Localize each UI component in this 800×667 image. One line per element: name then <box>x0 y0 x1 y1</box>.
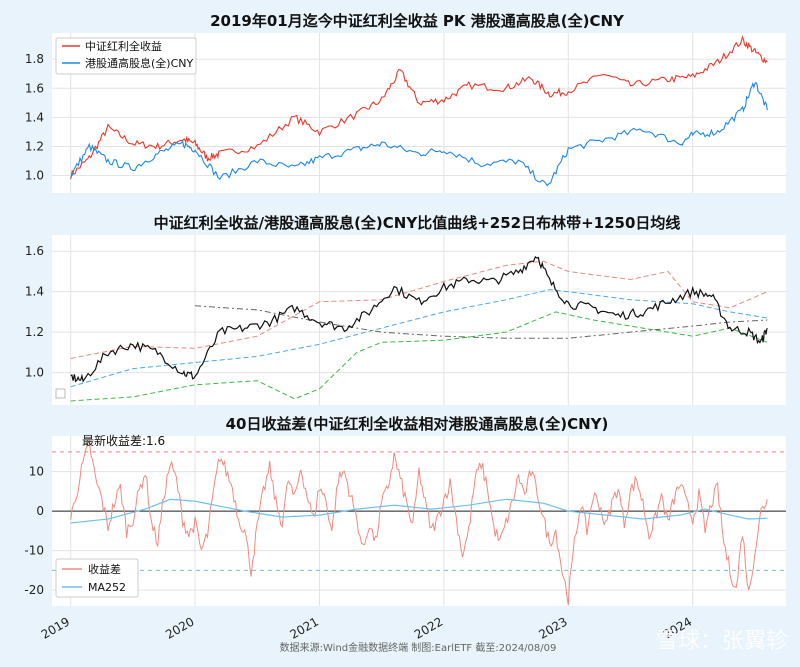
y-tick-label: 1.6 <box>25 244 44 258</box>
ma252-line <box>70 498 768 524</box>
legend-series-1-label: 中证红利全收益 <box>85 39 162 53</box>
panel2-legend-box <box>55 388 66 399</box>
panel3-y-ticks: -20 -10 0 10 <box>24 465 44 598</box>
panel1-series <box>70 35 768 187</box>
panel3-plot-area <box>52 436 786 606</box>
y-tick-label: -10 <box>24 544 44 558</box>
panel1-legend-box <box>55 37 197 75</box>
panel2-grid <box>52 235 786 405</box>
bollinger-upper-line <box>70 260 768 359</box>
latest-diff-annotation: 最新收益差:1.6 <box>82 433 165 448</box>
blue-series-line <box>70 81 768 187</box>
y-tick-label: -20 <box>24 583 44 597</box>
ratio-line <box>70 256 768 383</box>
ma1250-line <box>195 305 768 339</box>
panel1-grid <box>52 33 786 193</box>
panel2-plot-area <box>52 235 786 405</box>
y-tick-label: 0 <box>36 504 44 518</box>
bollinger-mid-line <box>70 289 768 388</box>
panel1-y-ticks: 1.0 1.2 1.4 1.6 1.8 <box>25 52 44 182</box>
legend-series-2-label: 港股通高股息(全)CNY <box>85 56 193 70</box>
y-tick-label: 1.8 <box>25 52 44 66</box>
y-tick-label: 1.0 <box>25 169 44 183</box>
y-tick-label: 1.4 <box>25 285 44 299</box>
watermark: 雪球：张翼轸 <box>656 629 788 654</box>
panel3-series <box>52 438 786 605</box>
panel3-legend: 收益差 MA252 <box>55 558 139 598</box>
y-tick-label: 1.0 <box>25 366 44 380</box>
panel3-title: 40日收益差(中证红利全收益相对港股通高股息(全)CNY) <box>226 415 609 433</box>
panel1-title: 2019年01月迄今中证红利全收益 PK 港股通高股息(全)CNY <box>210 12 625 30</box>
y-tick-label: 1.2 <box>25 139 44 153</box>
y-tick-label: 1.6 <box>25 81 44 95</box>
diff-line <box>70 438 768 605</box>
panel2-title: 中证红利全收益/港股通高股息(全)CNY比值曲线+252日布林带+1250日均线 <box>154 214 681 232</box>
panel2-y-ticks: 1.0 1.2 1.4 1.6 <box>25 244 44 379</box>
panel2-series <box>70 256 768 402</box>
red-series-line <box>70 35 768 180</box>
legend-diff-label: 收益差 <box>88 562 121 576</box>
bollinger-lower-line <box>70 311 768 402</box>
y-tick-label: 1.2 <box>25 325 44 339</box>
legend-ma252-label: MA252 <box>88 581 126 594</box>
panel1-legend: 中证红利全收益 港股通高股息(全)CNY <box>55 37 197 75</box>
y-tick-label: 1.4 <box>25 110 44 124</box>
footer-source: 数据来源:Wind金融数据终端 制图:EarlETF 截至:2024/08/09 <box>280 641 557 654</box>
y-tick-label: 10 <box>29 465 44 479</box>
